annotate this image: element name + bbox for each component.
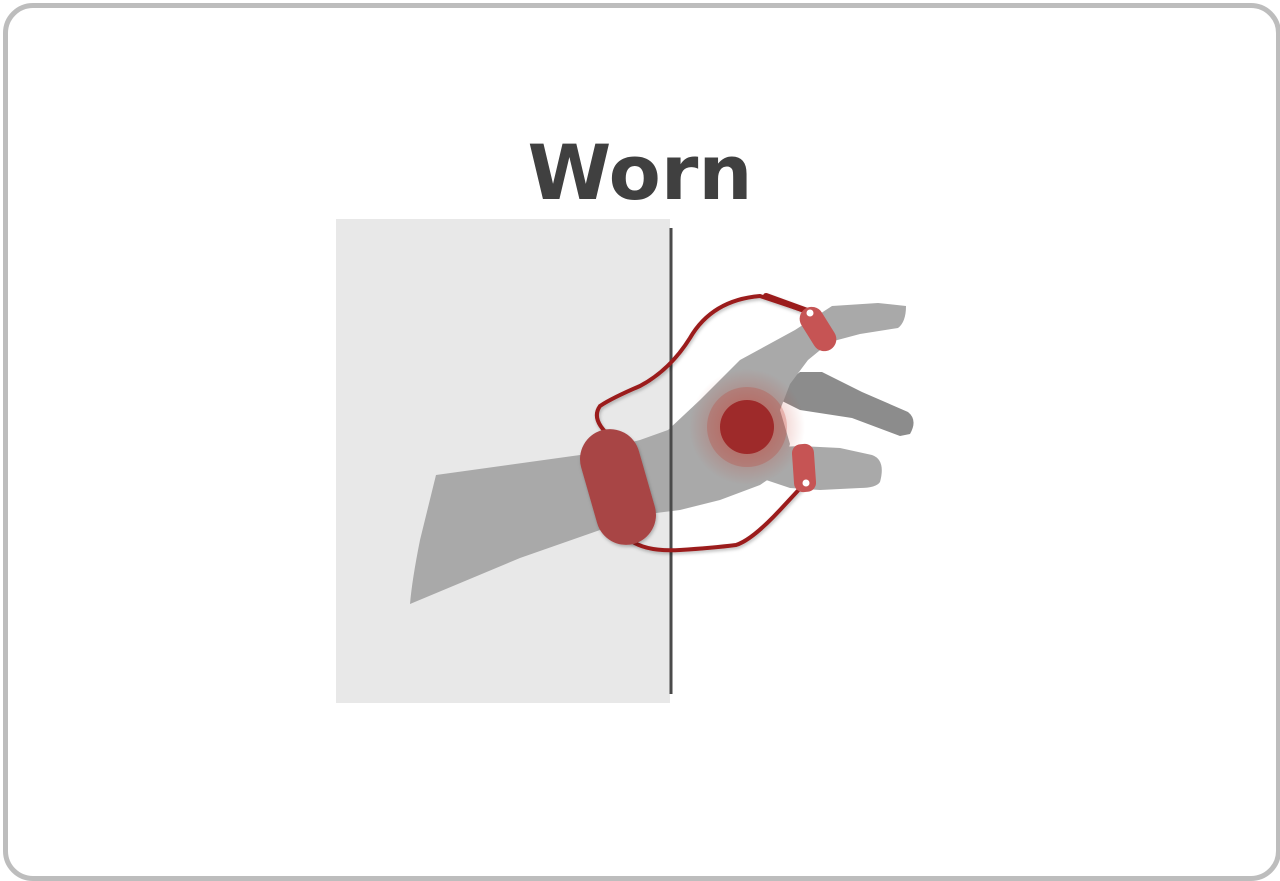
fingertip-pad-top: [799, 306, 837, 352]
cable-lower: [628, 480, 808, 553]
haptic-pulse-icon: [689, 369, 805, 485]
hand-arm-silhouette: [410, 303, 906, 604]
fingertip-pad-bottom: [791, 443, 817, 493]
page-title: Worn: [527, 128, 753, 217]
cable-upper: [595, 293, 810, 440]
wristband-icon: [580, 429, 656, 545]
device-cable: [595, 293, 813, 553]
middle-finger: [770, 372, 914, 436]
cable-top-strap: [763, 293, 813, 315]
